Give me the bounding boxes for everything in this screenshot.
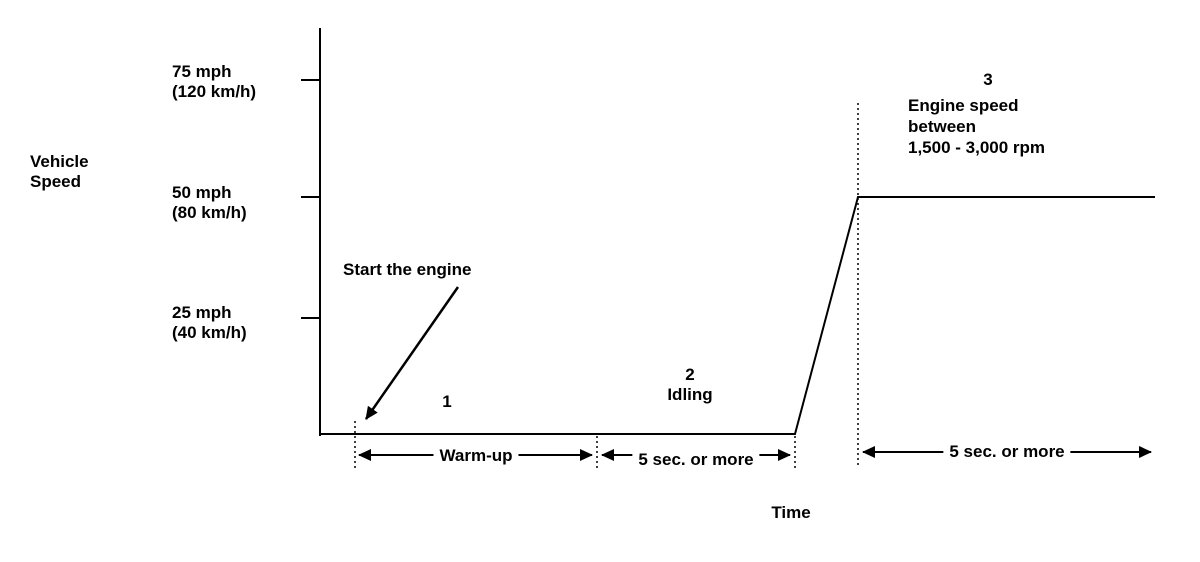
speed-profile-line — [320, 196, 1155, 435]
step3-number: 3 — [983, 70, 993, 89]
y-tick-label-50mph: 50 mph (80 km/h) — [172, 183, 247, 222]
start-engine-arrow — [364, 286, 460, 420]
step1-label: 1 — [442, 392, 452, 411]
x-axis-title: Time — [771, 503, 811, 522]
drive-interval-label: 5 sec. or more — [943, 442, 1071, 462]
idling-interval-label: 5 sec. or more — [632, 450, 760, 470]
start-engine-label: Start the engine — [343, 260, 472, 279]
step3-description: Engine speed between 1,500 - 3,000 rpm — [908, 96, 1046, 157]
y-tick-label-75mph: 75 mph (120 km/h) — [172, 62, 257, 101]
step2-label: 2 Idling — [667, 365, 713, 404]
y-axis-title: Vehicle Speed — [30, 152, 89, 191]
y-tick-label-25mph: 25 mph (40 km/h) — [172, 303, 247, 342]
warmup-interval-label: Warm-up — [433, 446, 519, 466]
